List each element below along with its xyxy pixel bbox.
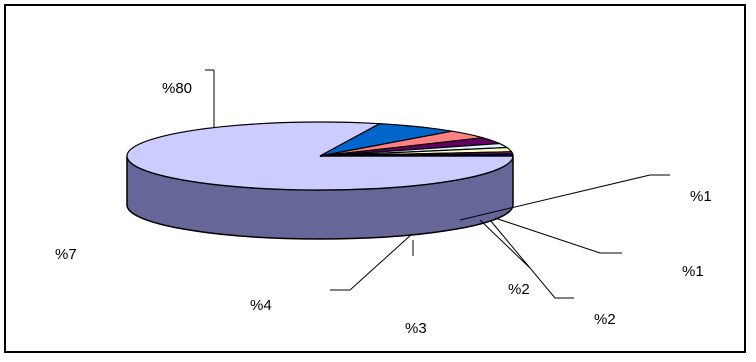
leader-line-4: [479, 219, 531, 269]
slice-label-4: %2: [508, 281, 530, 298]
slice-top-0: [126, 121, 514, 191]
slice-label-2: %4: [250, 297, 272, 314]
slice-label-7: %1: [690, 188, 712, 205]
leader-line-6: [494, 217, 622, 254]
slice-labels: %80 %7 %4 %3 %2 %2 %1 %1: [55, 80, 712, 337]
slice-top-7: [319, 153, 514, 157]
slice-label-1: %7: [55, 246, 77, 263]
slice-label-0: %80: [162, 80, 192, 97]
slice-label-6: %1: [682, 263, 704, 280]
slice-label-3: %3: [405, 320, 427, 337]
leader-line-2: [330, 233, 413, 291]
leader-lines: [205, 69, 670, 299]
leader-line-7: [459, 174, 670, 221]
pie-tops: [126, 121, 514, 191]
leader-line-5: [489, 219, 574, 299]
slice-label-5: %2: [594, 311, 616, 328]
